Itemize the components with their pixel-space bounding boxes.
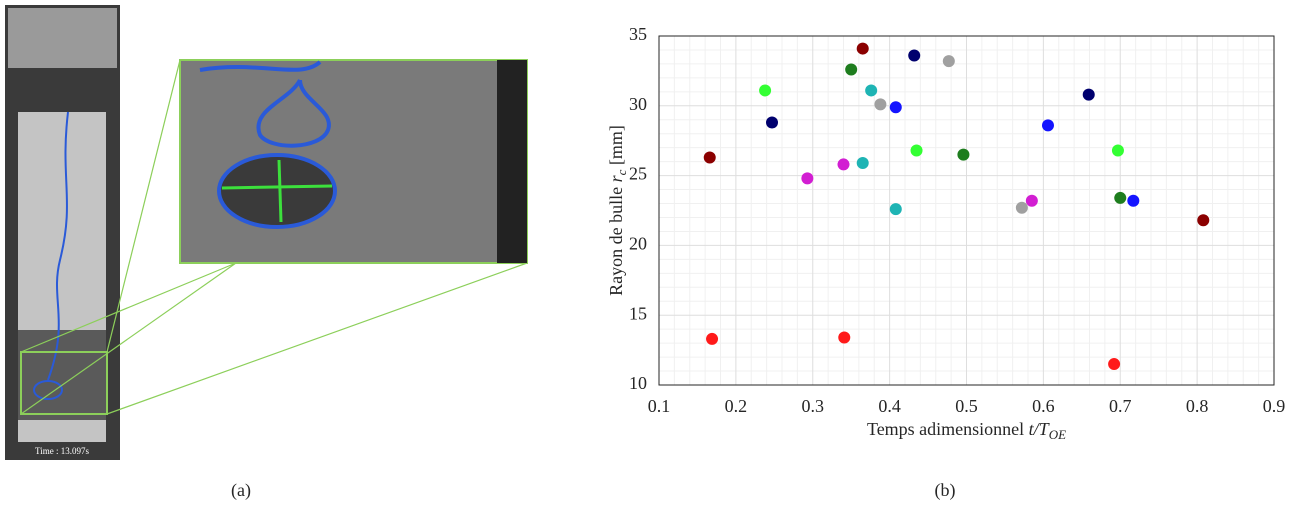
zoom-rod: [497, 60, 527, 263]
point: [801, 172, 814, 185]
x-tick-label: 0.1: [648, 396, 671, 416]
point: [865, 84, 878, 97]
point: [889, 101, 902, 114]
point: [706, 332, 719, 345]
point: [838, 331, 851, 344]
photo-bubble-zone: [18, 330, 106, 420]
photo-bubble: [33, 380, 63, 400]
point: [1015, 201, 1028, 214]
zoom-trace: [199, 60, 331, 148]
x-tick-label: 0.8: [1186, 396, 1209, 416]
zoom-source: [20, 351, 108, 415]
zoom-cross: [277, 159, 283, 223]
caption: (b): [935, 480, 956, 501]
point: [908, 49, 921, 62]
point: [1025, 194, 1038, 207]
zoom-line: [106, 59, 181, 353]
plot: 0.1 0.2 0.3 0.4 0.5 0.6 0.7 0.8 0.9 10 15 20 25 30 35 T…: [606, 24, 1285, 442]
zoom-line: [106, 262, 528, 415]
y-tick-label: 20: [629, 234, 647, 254]
point: [910, 144, 923, 157]
point: [1108, 358, 1121, 371]
y-tick-label: 35: [629, 24, 647, 44]
zoom-cross: [221, 184, 333, 190]
zoom-line: [20, 262, 237, 353]
x-axis-label-part: Temps adimensionnel: [867, 419, 1024, 439]
point: [1197, 214, 1210, 227]
zoom-view: [179, 59, 528, 264]
y-tick-label: 15: [629, 303, 647, 323]
photo-top: [8, 8, 117, 68]
photo-timestamp: Time : 13.097s: [35, 446, 89, 456]
point: [874, 98, 887, 111]
point: [856, 157, 869, 170]
point: [856, 42, 869, 55]
plot-frame: [658, 35, 1275, 386]
point: [942, 55, 955, 68]
point: [1114, 191, 1127, 204]
point: [1082, 88, 1095, 101]
y-axis-label-part: c: [614, 169, 629, 175]
point: [845, 63, 858, 76]
point: [957, 148, 970, 161]
x-tick-label: 0.3: [802, 396, 825, 416]
point: [766, 116, 779, 129]
x-tick-label: 0.2: [725, 396, 748, 416]
x-tick-label: 0.6: [1032, 396, 1055, 416]
y-axis-label: Rayon de bulle rc [mm]: [606, 125, 629, 296]
caption: (a): [231, 480, 251, 501]
zoom-line: [20, 262, 237, 415]
zoom-bubble: [217, 153, 337, 229]
x-axis-label-part: t/T: [1024, 419, 1051, 439]
photo-panel: Time : 13.097s (a): [5, 5, 528, 501]
photo-trace: [47, 111, 69, 381]
point: [1127, 194, 1140, 207]
y-axis-label-part: Rayon de bulle: [606, 187, 626, 296]
x-axis-label: Temps adimensionnel t/TOE: [867, 419, 1066, 442]
x-tick-label: 0.5: [955, 396, 978, 416]
point: [703, 151, 716, 164]
y-axis-label-part: r: [606, 174, 626, 187]
x-tick-label: 0.9: [1263, 396, 1286, 416]
x-tick-label: 0.7: [1109, 396, 1132, 416]
point: [759, 84, 772, 97]
y-tick-label: 25: [629, 164, 647, 184]
point: [1111, 144, 1124, 157]
y-axis-label-part: [mm]: [606, 125, 626, 170]
y-tick-label: 10: [629, 373, 647, 393]
point: [889, 203, 902, 216]
x-tick-label: 0.4: [878, 396, 901, 416]
x-axis-label-part: OE: [1049, 427, 1066, 442]
point: [837, 158, 850, 171]
y-tick-label: 30: [629, 94, 647, 114]
point: [1041, 119, 1054, 132]
